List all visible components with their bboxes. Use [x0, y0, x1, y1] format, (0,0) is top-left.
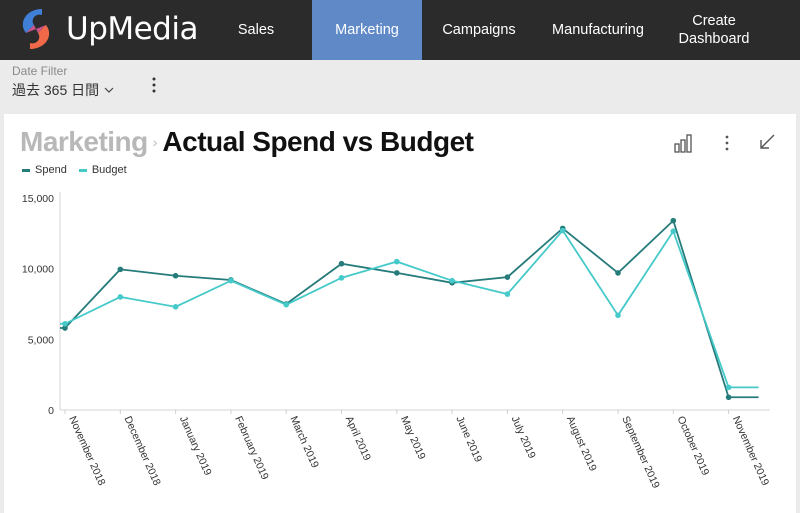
data-point-spend: [338, 260, 345, 267]
chevron-down-icon: [104, 87, 114, 93]
legend-swatch-budget: [78, 168, 87, 172]
nav-sales[interactable]: Sales: [237, 22, 275, 38]
data-point-budget: [228, 277, 234, 284]
nav-campaigns[interactable]: Campaigns: [442, 22, 516, 38]
chart-card: Marketing › Actual Spend vs Budget Spend…: [4, 114, 796, 513]
x-tick-label: November 2018: [66, 414, 107, 487]
brand-name: UpMedia: [66, 11, 198, 47]
y-tick-label: 15,000: [22, 193, 54, 205]
data-point-budget: [559, 227, 566, 234]
data-point-spend: [394, 270, 400, 276]
card-header: Marketing › Actual Spend vs Budget: [20, 124, 474, 160]
x-tick-label: January 2019: [177, 414, 214, 477]
collapse-arrow-icon[interactable]: [756, 132, 778, 154]
top-navigation-bar: UpMedia Sales Marketing Campaigns Manufa…: [0, 0, 800, 60]
date-filter-value: 過去 365 日間: [12, 82, 100, 98]
y-tick-label: 0: [48, 405, 54, 417]
data-point-spend: [117, 266, 124, 273]
legend-label-spend: Spend: [35, 164, 67, 176]
data-point-budget: [172, 304, 179, 310]
data-point-budget: [117, 294, 124, 300]
x-tick-label: August 2019: [564, 414, 599, 473]
y-tick-label: 10,000: [22, 264, 54, 276]
data-point-budget: [725, 384, 732, 391]
more-vertical-icon[interactable]: [716, 132, 738, 154]
data-point-budget: [62, 320, 68, 327]
date-filter-dropdown[interactable]: 過去 365 日間: [12, 80, 114, 100]
data-point-budget: [615, 312, 621, 319]
x-tick-label: June 2019: [453, 414, 484, 464]
filter-more-icon[interactable]: [146, 74, 162, 96]
data-point-spend: [62, 325, 68, 331]
data-point-budget: [283, 301, 290, 308]
breadcrumb[interactable]: Marketing: [20, 126, 148, 157]
x-tick-label: February 2019: [232, 414, 271, 481]
x-tick-label: October 2019: [675, 414, 712, 477]
data-point-budget: [338, 275, 345, 281]
upmedia-logo-icon: [22, 9, 50, 49]
breadcrumb-separator-icon: ›: [152, 134, 158, 150]
brand-logo[interactable]: UpMedia: [12, 4, 212, 54]
x-tick-label: December 2018: [122, 414, 163, 487]
x-tick-label: September 2019: [619, 414, 662, 490]
data-point-spend: [670, 217, 677, 224]
data-point-budget: [504, 291, 511, 297]
data-point-spend: [725, 394, 732, 401]
data-point-budget: [394, 258, 400, 265]
series-line-budget: [60, 229, 759, 389]
x-tick-label: November 2019: [730, 414, 771, 487]
data-point-spend: [172, 272, 179, 279]
date-filter-label: Date Filter: [12, 64, 68, 78]
x-tick-label: March 2019: [287, 414, 321, 470]
x-tick-label: July 2019: [509, 414, 538, 460]
legend-item-budget[interactable]: Budget: [78, 164, 127, 176]
data-point-spend: [615, 270, 621, 276]
chart-legend: Spend Budget: [22, 164, 139, 176]
nav-marketing[interactable]: Marketing: [312, 0, 422, 60]
data-point-budget: [449, 277, 455, 284]
series-line-spend: [60, 218, 759, 399]
legend-swatch-spend: [22, 168, 30, 172]
legend-item-spend[interactable]: Spend: [22, 164, 67, 176]
bar-chart-icon[interactable]: [672, 132, 694, 154]
line-chart: 0 5,000 10,000 15,000 November 2018 December …: [22, 192, 771, 490]
legend-label-budget: Budget: [91, 164, 127, 176]
data-point-spend: [504, 274, 511, 280]
nav-create-dashboard[interactable]: Create Dashboard: [678, 13, 750, 47]
chart-title: Actual Spend vs Budget: [162, 126, 474, 157]
x-tick-label: May 2019: [398, 414, 428, 461]
data-point-budget: [670, 228, 677, 235]
nav-manufacturing[interactable]: Manufacturing: [552, 22, 644, 38]
y-tick-label: 5,000: [28, 334, 54, 346]
x-tick-label: April 2019: [343, 414, 373, 462]
filter-bar: Date Filter 過去 365 日間: [0, 60, 800, 112]
